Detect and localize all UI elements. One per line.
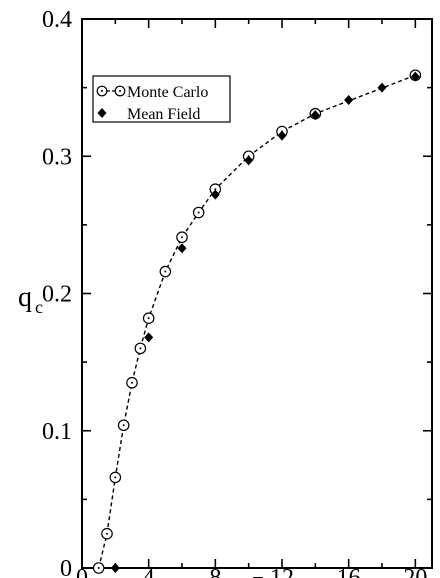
y-axis-label-main: q [18, 282, 32, 313]
mean-field-point [410, 71, 420, 82]
plot-area: 0 4 8 12 16 20 0 0.1 0.2 0.3 0.4 [42, 7, 433, 578]
mean-field-point [244, 155, 254, 166]
x-tick-label: 12 [270, 565, 294, 578]
mean-field-point [310, 110, 320, 121]
monte-carlo-point-center [131, 381, 133, 384]
mean-field-point [344, 94, 354, 105]
legend-monte-carlo-dot-left [101, 90, 103, 92]
y-tick-label: 0.2 [42, 282, 72, 308]
y-axis-label-subscript: c [35, 297, 43, 317]
mean-field-point [377, 82, 387, 93]
mean-field-point [177, 243, 187, 254]
legend-box [92, 75, 231, 123]
legend-mean-field-marker [97, 108, 107, 118]
mean-field-point [144, 332, 154, 343]
monte-carlo-point-center [214, 188, 217, 191]
y-axis-label: q c [18, 282, 43, 317]
mean-field-point [210, 189, 220, 200]
y-tick-label: 0.4 [42, 7, 72, 33]
monte-carlo-point-center [122, 424, 125, 427]
x-tick-label: 0 [76, 565, 88, 578]
legend-mean-field-label: Mean Field [127, 106, 200, 123]
mean-field-point [110, 563, 120, 573]
monte-carlo-point-center [139, 347, 142, 350]
legend-monte-carlo-label: Monte Carlo [127, 84, 208, 101]
legend: Monte Carlo Mean Field [92, 75, 231, 123]
x-tick-label: 4 [143, 565, 155, 578]
series-layer [92, 69, 422, 574]
y-tick-label: 0.1 [42, 419, 72, 445]
y-tick-label: 0.3 [42, 144, 72, 170]
monte-carlo-point-center [114, 476, 117, 479]
legend-monte-carlo-dot-right [119, 90, 121, 92]
monte-carlo-point-center [197, 211, 200, 214]
y-tick-label: 0 [60, 556, 72, 578]
axis-ticks: 0 4 8 12 16 20 0 0.1 0.2 0.3 0.4 [42, 7, 432, 578]
x-tick-label: 16 [337, 565, 361, 578]
monte-carlo-point-center [97, 567, 100, 569]
x-axis-label: z [252, 566, 264, 578]
monte-carlo-point-center [164, 270, 167, 273]
x-tick-label: 8 [209, 565, 221, 578]
monte-carlo-point-center [106, 532, 108, 535]
monte-carlo-point-center [181, 236, 183, 239]
x-tick-label: 20 [403, 565, 427, 578]
monte-carlo-point-center [147, 317, 150, 320]
mean-field-point [277, 130, 287, 141]
